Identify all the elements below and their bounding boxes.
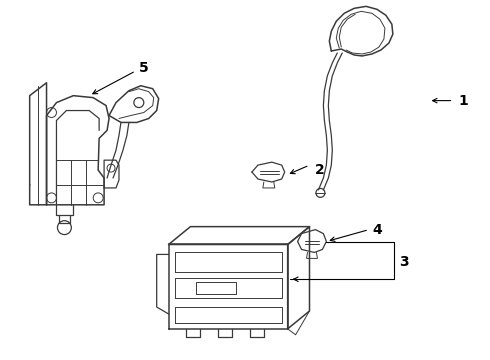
- Text: 2: 2: [315, 163, 324, 177]
- Text: 3: 3: [399, 255, 409, 269]
- Text: 5: 5: [139, 61, 148, 75]
- Text: 1: 1: [458, 94, 468, 108]
- Text: 4: 4: [372, 222, 382, 237]
